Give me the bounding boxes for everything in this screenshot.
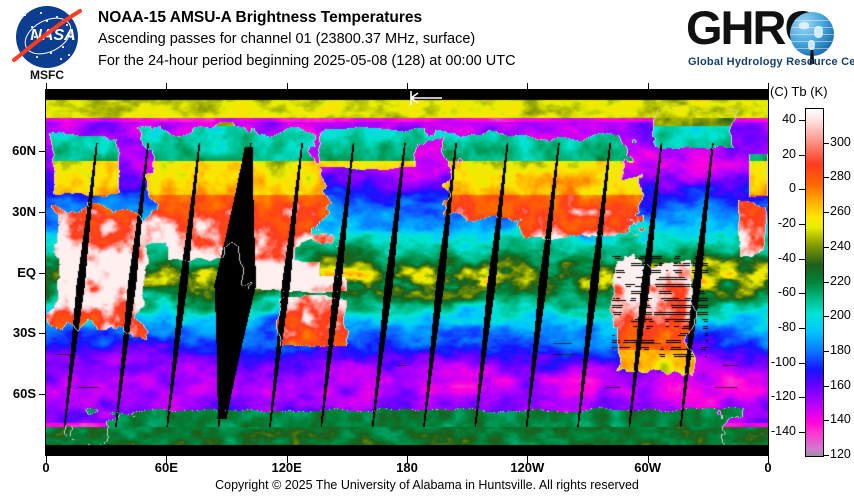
colorbar-label-k: 160	[830, 377, 851, 392]
lat-tick-label: 60S	[12, 386, 36, 402]
lon-tick-top	[46, 83, 47, 90]
colorbar-label-c: -20	[777, 215, 796, 230]
colorbar-label-k: 300	[830, 134, 851, 149]
colorbar-tick-k	[823, 350, 829, 352]
title-block: NOAA-15 AMSU-A Brightness Temperatures A…	[98, 8, 516, 72]
ghrc-subtitle: Global Hydrology Resource Center	[688, 56, 854, 68]
lon-tick-label: 60E	[154, 460, 178, 475]
colorbar-tick-k	[823, 455, 829, 456]
lat-tick-label: 30N	[12, 203, 36, 219]
lat-tick	[39, 394, 46, 396]
colorbar-tick-c	[799, 397, 805, 399]
lon-tick-top	[166, 83, 168, 90]
lon-tick-label: 60W	[634, 460, 662, 475]
colorbar-tick-k	[823, 177, 829, 179]
lat-tick	[39, 211, 46, 213]
colorbar-label-k: 180	[830, 342, 851, 357]
colorbar-header: (C) Tb (K)	[770, 84, 828, 99]
colorbar-tick-k	[823, 281, 829, 283]
nasa-logo: NASA MSFC	[10, 6, 84, 82]
lon-tick-label: 120W	[510, 460, 545, 475]
colorbar-tick-k	[823, 385, 829, 387]
colorbar[interactable]	[805, 108, 824, 457]
colorbar-tick-c	[799, 189, 805, 191]
colorbar-tick-k	[823, 246, 829, 248]
lon-tick-top	[768, 83, 769, 90]
copyright-notice: Copyright © 2025 The University of Alaba…	[215, 478, 639, 492]
stars-decoration	[16, 6, 78, 68]
lat-tick-label: EQ	[17, 264, 36, 280]
msfc-label: MSFC	[30, 68, 64, 82]
colorbar-label-c: 40	[782, 111, 796, 126]
colorbar-tick-c	[799, 119, 805, 121]
colorbar-tick-c	[799, 432, 805, 434]
lat-tick	[39, 333, 46, 335]
lon-tick	[166, 456, 168, 463]
page-title: NOAA-15 AMSU-A Brightness Temperatures	[98, 9, 423, 26]
lat-tick	[39, 150, 46, 152]
lon-tick	[286, 456, 288, 463]
colorbar-label-c: 0	[789, 181, 796, 196]
colorbar-tick-k	[823, 420, 829, 422]
map-canvas[interactable]	[46, 90, 768, 455]
globe-stand	[809, 50, 815, 64]
colorbar-label-k: 120	[830, 447, 851, 461]
colorbar-label-k: 220	[830, 273, 851, 288]
lat-tick-label: 30S	[12, 325, 36, 341]
colorbar-label-c: -120	[770, 389, 796, 404]
colorbar-label-k: 140	[830, 412, 851, 427]
lon-tick	[768, 456, 769, 463]
colorbar-tick-c	[799, 362, 805, 364]
lon-tick-label: 0	[764, 460, 772, 475]
colorbar-tick-k	[823, 212, 829, 214]
page-period: For the 24-hour period beginning 2025-05…	[98, 53, 516, 69]
globe-icon	[790, 12, 834, 56]
brightness-temperature-map[interactable]	[46, 90, 768, 455]
lon-tick-label: 0	[42, 460, 50, 475]
lon-tick-top	[647, 83, 649, 90]
colorbar-label-k: 240	[830, 238, 851, 253]
lon-tick-label: 180	[396, 460, 418, 475]
lon-tick	[407, 456, 408, 463]
lon-tick	[647, 456, 649, 463]
colorbar-tick-k	[823, 142, 829, 144]
colorbar-label-c: -140	[770, 424, 796, 439]
colorbar-tick-c	[799, 293, 805, 295]
colorbar-tick-c	[799, 258, 805, 260]
colorbar-label-c: -40	[777, 250, 796, 265]
colorbar-tick-c	[799, 328, 805, 330]
ghrc-logo: GHRC Global Hydrology Resource Center	[686, 2, 854, 76]
lon-tick-top	[286, 83, 288, 90]
colorbar-label-c: 20	[782, 146, 796, 161]
colorbar-tick-c	[799, 223, 805, 225]
nasa-swoosh-icon	[12, 9, 82, 62]
colorbar-label-c: -80	[777, 320, 796, 335]
lon-tick-label: 120E	[271, 460, 302, 475]
lon-tick	[46, 456, 47, 463]
lat-tick-label: 60N	[12, 142, 36, 158]
page-subtitle: Ascending passes for channel 01 (23800.3…	[98, 31, 476, 47]
colorbar-label-c: -100	[770, 354, 796, 369]
lon-tick	[527, 456, 529, 463]
colorbar-tick-k	[823, 316, 829, 318]
pass-start-marker-icon	[410, 91, 442, 105]
colorbar-tick-c	[799, 154, 805, 156]
colorbar-label-c: -60	[777, 285, 796, 300]
colorbar-label-k: 280	[830, 169, 851, 184]
lon-tick-top	[407, 83, 408, 90]
colorbar-label-k: 260	[830, 204, 851, 219]
colorbar-label-k: 200	[830, 308, 851, 323]
lat-tick	[39, 272, 46, 274]
lon-tick-top	[527, 83, 529, 90]
